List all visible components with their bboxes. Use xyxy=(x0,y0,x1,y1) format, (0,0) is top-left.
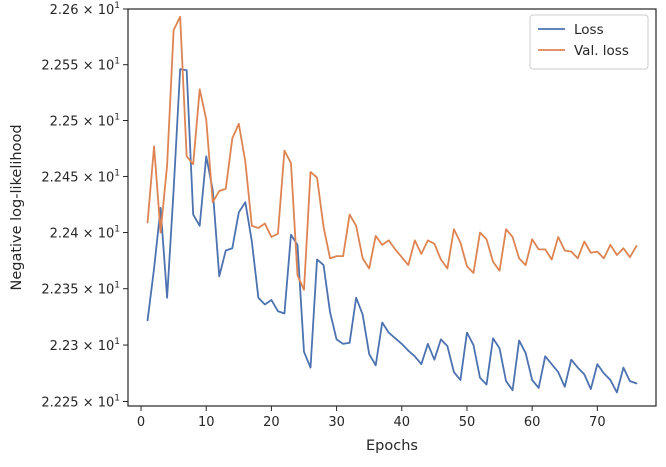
x-tick-label: 60 xyxy=(524,415,541,430)
y-tick-label: 2.225 × 101 xyxy=(41,393,120,410)
y-tick-exponent: 1 xyxy=(114,393,120,403)
y-tick-label: 2.23 × 101 xyxy=(50,337,120,354)
x-tick-label: 0 xyxy=(137,415,145,430)
y-tick-exponent: 1 xyxy=(114,1,120,11)
y-tick-exponent: 1 xyxy=(114,281,120,291)
y-tick-mantissa: 2.23 × xyxy=(50,339,98,354)
y-tick-exponent: 1 xyxy=(114,168,120,178)
y-tick-label: 2.235 × 101 xyxy=(41,281,120,298)
y-tick-label: 2.25 × 101 xyxy=(50,113,120,130)
series-layer xyxy=(146,15,638,394)
y-tick-label: 2.245 × 101 xyxy=(41,168,120,185)
series-line-val-loss xyxy=(146,15,638,291)
x-tick-label: 20 xyxy=(263,415,280,430)
y-tick-mantissa: 2.25 × xyxy=(50,115,98,130)
x-tick-label: 50 xyxy=(459,415,476,430)
y-tick-exponent: 1 xyxy=(114,225,120,235)
y-tick-mantissa: 2.26 × xyxy=(50,3,98,18)
y-tick-base: 10 xyxy=(98,59,115,74)
y-tick-base: 10 xyxy=(98,3,115,18)
x-tick-label: 10 xyxy=(198,415,215,430)
y-tick-exponent: 1 xyxy=(114,337,120,347)
legend-label: Loss xyxy=(574,22,604,38)
x-axis-label: Epochs xyxy=(366,438,418,454)
y-tick-mantissa: 2.245 × xyxy=(41,170,97,185)
y-tick-exponent: 1 xyxy=(114,113,120,123)
y-tick-base: 10 xyxy=(98,115,115,130)
legend-label: Val. loss xyxy=(574,43,629,59)
y-tick-mantissa: 2.225 × xyxy=(41,395,97,410)
y-axis-label: Negative log-likelihood xyxy=(9,124,25,290)
y-tick-mantissa: 2.24 × xyxy=(50,227,98,242)
x-tick-label: 40 xyxy=(394,415,411,430)
y-tick-mantissa: 2.255 × xyxy=(41,59,97,74)
x-tick-label: 70 xyxy=(589,415,606,430)
y-tick-base: 10 xyxy=(98,395,115,410)
y-tick-exponent: 1 xyxy=(114,57,120,67)
legend: Loss Val. loss xyxy=(529,14,649,70)
y-tick-base: 10 xyxy=(98,339,115,354)
y-tick-base: 10 xyxy=(98,227,115,242)
series-line-loss xyxy=(146,68,638,394)
y-tick-base: 10 xyxy=(98,170,115,185)
y-tick-base: 10 xyxy=(98,283,115,298)
y-tick-mantissa: 2.235 × xyxy=(41,283,97,298)
y-tick-label: 2.26 × 101 xyxy=(50,1,120,18)
plot-frame xyxy=(127,8,657,407)
y-tick-label: 2.24 × 101 xyxy=(50,225,120,242)
x-tick-label: 30 xyxy=(328,415,345,430)
y-tick-label: 2.255 × 101 xyxy=(41,57,120,74)
